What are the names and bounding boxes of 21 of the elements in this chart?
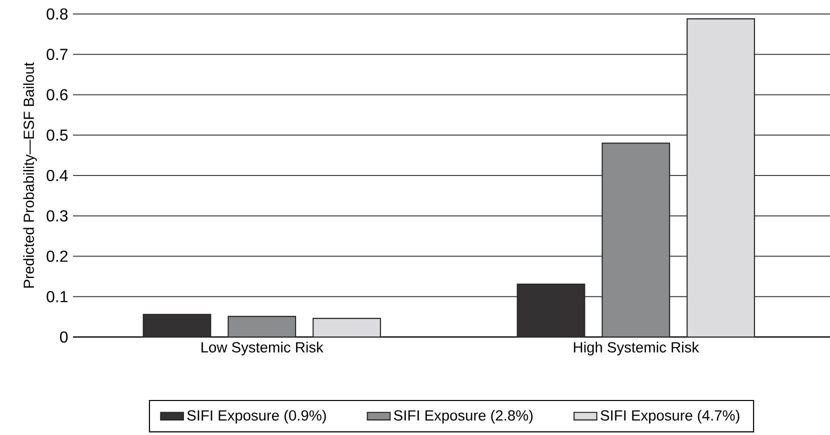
legend-label: SIFI Exposure (0.9%) [187,410,326,424]
x-tick-label: Low Systemic Risk [202,342,324,356]
y-tick-label: 0.6 [46,89,68,100]
legend-label: SIFI Exposure (4.7%) [600,410,740,424]
y-tick-label: 0.3 [46,210,68,222]
bar [602,142,670,338]
x-tick-label: High Systemic Risk [574,342,700,356]
legend-label: SIFI Exposure (2.8%) [394,410,533,424]
y-tick-label: 0.1 [46,290,68,302]
y-tick-label: 0.4 [46,170,68,182]
bar [516,284,586,338]
y-tick-label: 0.7 [46,48,68,60]
y-axis-title: Predicted Probability—ESF Bailout [23,62,37,288]
bar [142,314,212,338]
bar [228,316,296,338]
y-tick-label: 0.5 [46,129,68,141]
bar [686,18,755,338]
bar [312,318,381,338]
y-tick-label: 0 [60,331,68,343]
y-tick-label: 0.8 [46,8,68,20]
y-tick-label: 0.2 [46,250,68,262]
